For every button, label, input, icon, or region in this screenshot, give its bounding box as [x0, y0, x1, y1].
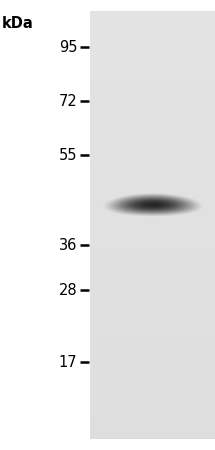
Text: 72: 72 [59, 94, 77, 109]
Text: 28: 28 [59, 283, 77, 298]
Text: 17: 17 [59, 355, 77, 370]
Text: kDa: kDa [2, 16, 34, 31]
Text: 55: 55 [59, 148, 77, 163]
Text: 36: 36 [59, 238, 77, 253]
Text: 95: 95 [59, 40, 77, 55]
